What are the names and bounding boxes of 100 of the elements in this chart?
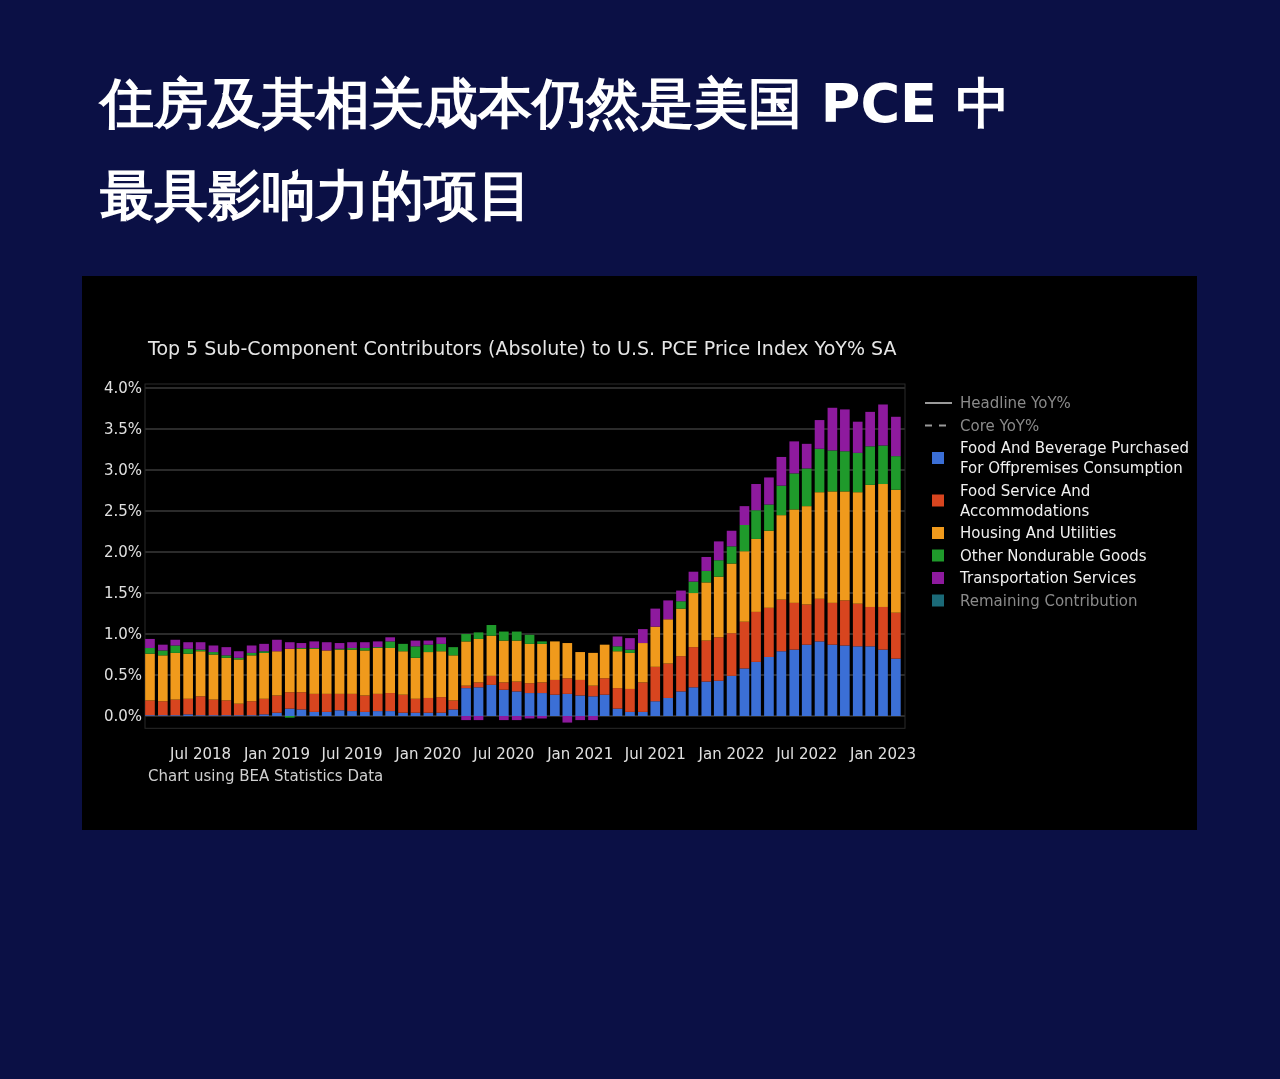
bar bbox=[448, 700, 459, 710]
bar bbox=[789, 473, 800, 510]
bar bbox=[537, 641, 547, 644]
x-tick-label: Jan 2020 bbox=[394, 745, 462, 763]
bar bbox=[284, 642, 295, 649]
bar bbox=[575, 652, 585, 680]
bar bbox=[334, 649, 345, 694]
bar bbox=[599, 678, 610, 695]
bar bbox=[296, 643, 307, 648]
x-tick-label: Jul 2022 bbox=[775, 745, 838, 763]
x-tick-label: Jan 2021 bbox=[546, 745, 614, 763]
bar bbox=[208, 699, 219, 716]
bar bbox=[524, 634, 535, 644]
bar bbox=[221, 647, 232, 656]
bar bbox=[499, 716, 509, 721]
bar bbox=[676, 608, 686, 657]
bar bbox=[562, 716, 573, 723]
bar bbox=[398, 712, 408, 716]
bar bbox=[511, 716, 522, 721]
bar bbox=[726, 633, 737, 676]
chart-subtitle: Top 5 Sub-Component Contributors (Absolute) to U.S. PCE Price Index YoY% SA bbox=[147, 337, 897, 359]
bar bbox=[625, 688, 635, 712]
bar bbox=[511, 681, 522, 692]
bar bbox=[751, 510, 761, 539]
bar bbox=[550, 694, 560, 716]
bar bbox=[852, 603, 863, 647]
bar bbox=[814, 420, 825, 449]
bar bbox=[398, 651, 408, 695]
y-tick-label: 2.0% bbox=[103, 543, 142, 562]
bar bbox=[170, 639, 181, 646]
y-tick-label: 3.5% bbox=[103, 420, 142, 439]
bar bbox=[776, 456, 787, 486]
x-tick-label: Jul 2019 bbox=[320, 745, 383, 763]
bar bbox=[347, 642, 357, 648]
bar bbox=[801, 644, 812, 716]
bar bbox=[739, 668, 750, 716]
legend-label: Other Nondurable Goods bbox=[960, 546, 1147, 565]
bar bbox=[891, 456, 901, 490]
bar bbox=[334, 693, 345, 711]
bar bbox=[486, 625, 497, 636]
bar bbox=[347, 711, 357, 716]
bar bbox=[511, 691, 522, 716]
bar bbox=[461, 716, 471, 721]
bar bbox=[309, 648, 320, 694]
bar bbox=[524, 693, 535, 716]
bar bbox=[726, 675, 737, 716]
bar bbox=[372, 641, 383, 648]
bar bbox=[789, 509, 800, 603]
bar bbox=[537, 682, 547, 694]
bar bbox=[840, 409, 850, 452]
bar bbox=[599, 644, 610, 679]
bar bbox=[436, 712, 447, 716]
bar bbox=[284, 708, 295, 716]
bar bbox=[309, 711, 320, 716]
bar bbox=[347, 649, 357, 694]
bar bbox=[713, 541, 724, 561]
y-tick-label: 0.5% bbox=[103, 666, 142, 685]
bar bbox=[575, 716, 585, 721]
bar bbox=[436, 651, 447, 698]
bar bbox=[296, 692, 307, 710]
bar bbox=[272, 651, 282, 696]
bar bbox=[789, 649, 800, 716]
bar bbox=[499, 682, 509, 690]
bar bbox=[195, 642, 206, 650]
bar bbox=[221, 657, 232, 701]
x-tick-label: Jul 2021 bbox=[623, 745, 686, 763]
bar bbox=[663, 663, 673, 698]
bar bbox=[158, 644, 168, 651]
bar bbox=[233, 703, 244, 716]
bar bbox=[625, 652, 635, 689]
bar bbox=[764, 504, 774, 531]
bar bbox=[321, 711, 332, 716]
bar bbox=[284, 692, 295, 709]
bar bbox=[158, 701, 168, 716]
bar bbox=[499, 631, 509, 641]
bar bbox=[486, 684, 497, 716]
bar bbox=[575, 679, 585, 696]
bar bbox=[511, 631, 522, 641]
bar bbox=[423, 697, 434, 713]
bar bbox=[878, 404, 888, 446]
bar bbox=[801, 443, 812, 469]
bar bbox=[473, 632, 484, 639]
bar bbox=[145, 700, 155, 716]
bar bbox=[650, 701, 661, 716]
bar bbox=[334, 643, 345, 649]
bar bbox=[713, 560, 724, 577]
bar bbox=[865, 606, 875, 647]
x-tick-label: Jan 2022 bbox=[697, 745, 765, 763]
bar bbox=[461, 641, 471, 686]
y-tick-label: 4.0% bbox=[103, 379, 142, 398]
bar bbox=[436, 697, 447, 713]
bar bbox=[688, 571, 699, 582]
legend-label: Headline YoY% bbox=[960, 394, 1071, 412]
bar bbox=[827, 407, 838, 451]
bar bbox=[309, 693, 320, 712]
bar bbox=[537, 693, 547, 716]
bar bbox=[486, 635, 497, 676]
bar bbox=[701, 570, 712, 583]
bar bbox=[676, 590, 686, 602]
chart-title: 住房及其相关成本仍然是美国 PCE 中最具影响力的项目 bbox=[98, 72, 1010, 227]
